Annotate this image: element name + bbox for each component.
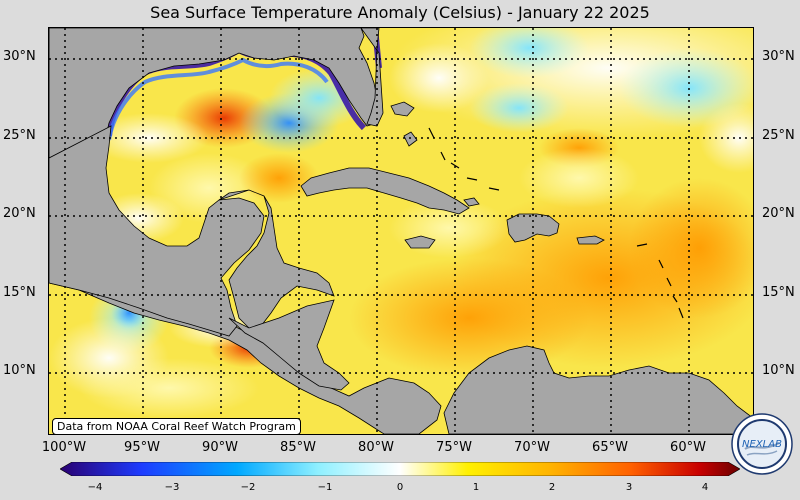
lat-label-right: 25°N bbox=[762, 128, 795, 143]
lat-label-left: 30°N bbox=[3, 49, 36, 64]
lat-label-left: 25°N bbox=[3, 128, 36, 143]
nexlab-logo: NEXLAB bbox=[731, 413, 793, 475]
colorbar-tick: −2 bbox=[240, 482, 256, 493]
lon-label: 75°W bbox=[436, 440, 472, 455]
sst-anomaly-map bbox=[48, 27, 754, 435]
graticule bbox=[49, 28, 753, 434]
lat-label-right: 20°N bbox=[762, 206, 795, 221]
colorbar-tick: −4 bbox=[87, 482, 103, 493]
colorbar-tick: 4 bbox=[701, 482, 709, 493]
colorbar-tick: 1 bbox=[472, 482, 480, 493]
map-title: Sea Surface Temperature Anomaly (Celsius… bbox=[150, 3, 650, 22]
colorbar-tick: −1 bbox=[317, 482, 333, 493]
colorbar-tick: −3 bbox=[164, 482, 180, 493]
lon-label: 95°W bbox=[124, 440, 160, 455]
colorbar-tick: 2 bbox=[548, 482, 556, 493]
small-islands bbox=[428, 127, 684, 319]
colorbar-tick: 0 bbox=[396, 482, 404, 493]
land-masses bbox=[49, 28, 753, 434]
lat-label-right: 15°N bbox=[762, 285, 795, 300]
lon-label: 80°W bbox=[358, 440, 394, 455]
lon-label: 90°W bbox=[202, 440, 238, 455]
data-credit: Data from NOAA Coral Reef Watch Program bbox=[52, 418, 301, 435]
lon-label: 85°W bbox=[280, 440, 316, 455]
map-svg bbox=[49, 28, 753, 434]
lon-label: 100°W bbox=[41, 440, 87, 455]
lat-label-left: 20°N bbox=[3, 206, 36, 221]
lon-label: 70°W bbox=[514, 440, 550, 455]
colorbar bbox=[60, 462, 740, 476]
lat-label-right: 10°N bbox=[762, 363, 795, 378]
lat-label-right: 30°N bbox=[762, 49, 795, 64]
colorbar-tick: 3 bbox=[625, 482, 633, 493]
lon-label: 60°W bbox=[670, 440, 706, 455]
lat-label-left: 15°N bbox=[3, 285, 36, 300]
lat-label-left: 10°N bbox=[3, 363, 36, 378]
svg-text:NEXLAB: NEXLAB bbox=[742, 439, 782, 450]
lon-label: 65°W bbox=[592, 440, 628, 455]
